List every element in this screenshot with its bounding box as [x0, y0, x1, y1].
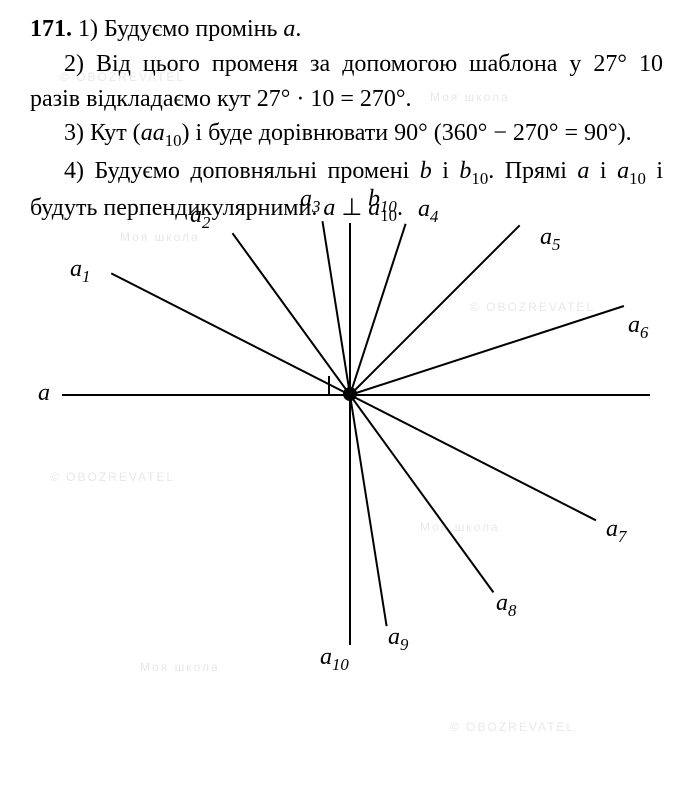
ray-a4 — [349, 223, 407, 395]
ray-label-a1: a1 — [70, 252, 90, 289]
ray-a — [62, 394, 350, 396]
ray-a8 — [349, 394, 494, 593]
ray-a5 — [349, 224, 520, 395]
ray-label-a10: a10 — [320, 640, 349, 677]
watermark: © OBOZREVATEL — [450, 720, 575, 734]
ray-label-b10: b10 — [368, 182, 397, 219]
ray-a-opp — [350, 394, 650, 396]
right-angle-marker — [328, 376, 348, 396]
ray-label-a6: a6 — [628, 308, 648, 345]
ray-label-a4: a4 — [418, 192, 438, 229]
ray-a6 — [350, 305, 625, 396]
ray-diagram: aa1a2a3b10a4a5a6a7a8a9a10 — [30, 228, 670, 668]
ray-label-a8: a8 — [496, 586, 516, 623]
ray-label-a7: a7 — [606, 512, 626, 549]
ray-a2 — [232, 232, 351, 395]
ray-label-a9: a9 — [388, 620, 408, 657]
step-2: 2) Від цього променя за допомогою шаблон… — [30, 47, 663, 117]
ray-b10 — [349, 223, 351, 395]
problem-number: 171. — [30, 16, 72, 42]
ray-a9 — [349, 395, 388, 626]
line-1: 171. 1) Будуємо промінь a. — [30, 12, 663, 47]
ray-label-a2: a2 — [190, 198, 210, 235]
page-content: 171. 1) Будуємо промінь a. 2) Від цього … — [0, 0, 693, 668]
ray-label-a5: a5 — [540, 220, 560, 257]
problem-text: 171. 1) Будуємо промінь a. 2) Від цього … — [30, 12, 663, 228]
ray-a1 — [111, 272, 351, 395]
step-1: 1) Будуємо промінь a. — [78, 16, 301, 42]
ray-label-a3: a3 — [300, 182, 320, 219]
ray-a3 — [321, 221, 351, 395]
ray-a10 — [349, 395, 351, 645]
step-3: 3) Кут (aa10) і буде дорівнювати 90° (36… — [30, 116, 663, 153]
step-4: 4) Будуємо доповняльні промені b і b10. … — [30, 154, 663, 228]
ray-a7 — [350, 394, 597, 521]
ray-label-a: a — [38, 376, 50, 411]
